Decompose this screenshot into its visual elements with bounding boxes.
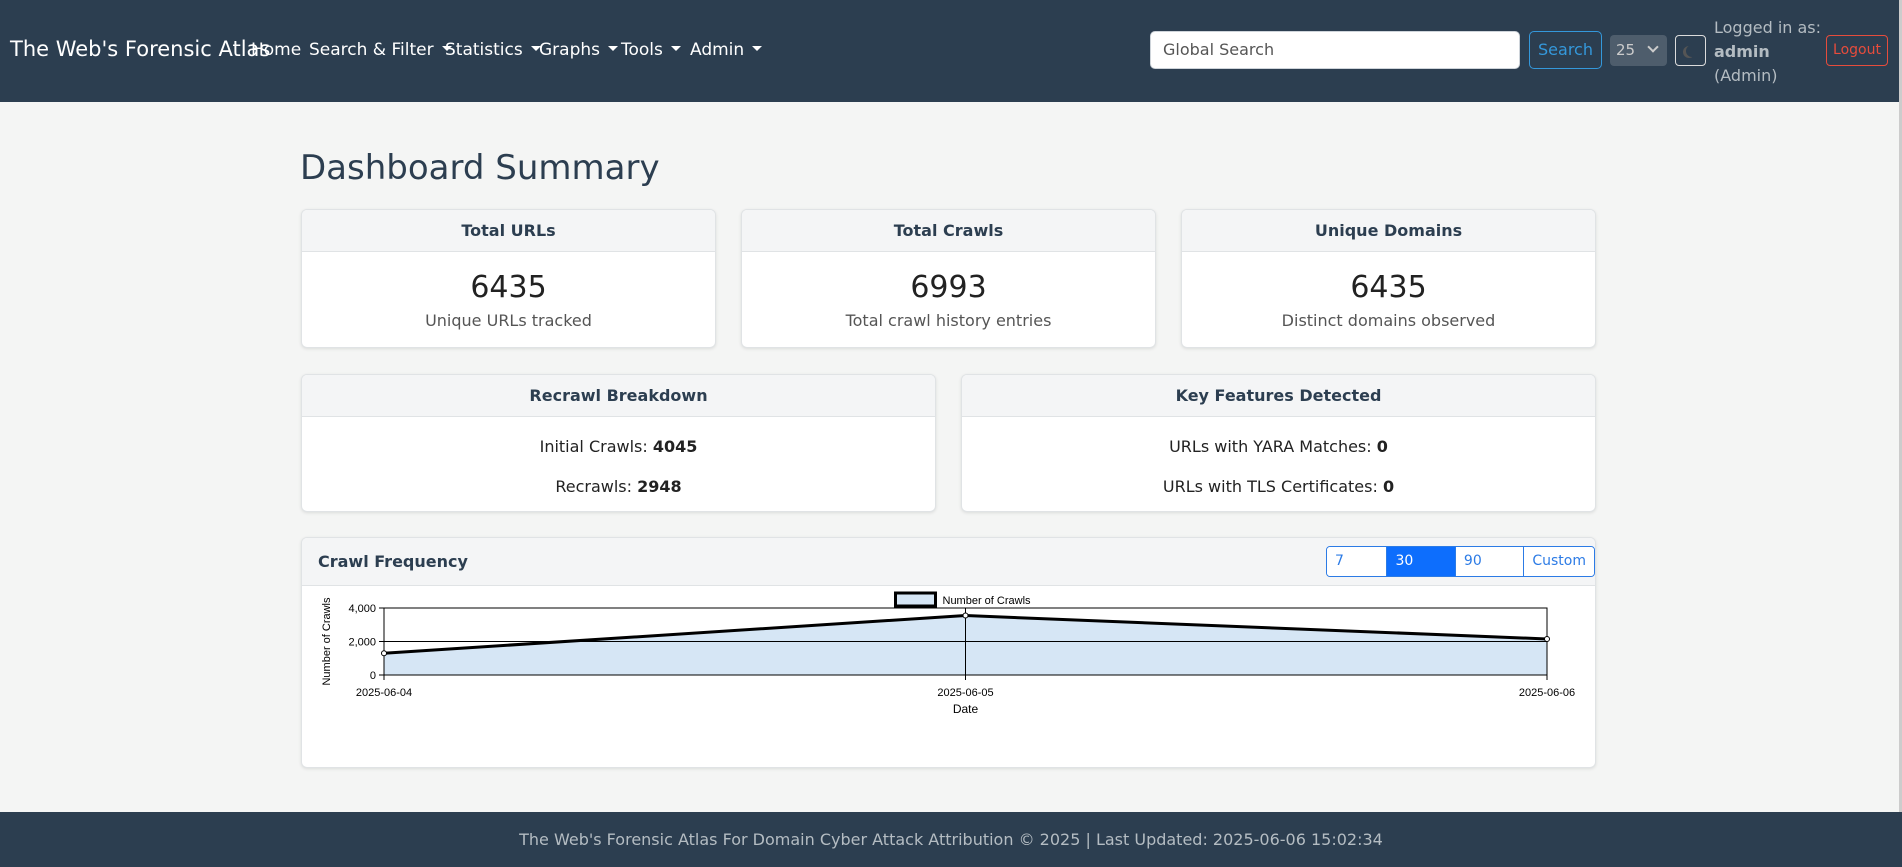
initial-crawls-row: Initial Crawls: 4045 bbox=[302, 437, 935, 456]
key-features-card: Key Features Detected URLs with YARA Mat… bbox=[961, 374, 1596, 512]
logged-in-label: Logged in as: bbox=[1714, 18, 1822, 37]
features-card-title: Key Features Detected bbox=[962, 375, 1595, 417]
y-axis-label: Number of Crawls bbox=[321, 597, 333, 686]
stat-card-total-crawls: Total Crawls 6993 Total crawl history en… bbox=[741, 209, 1156, 348]
y-tick-label: 4,000 bbox=[348, 603, 376, 615]
data-point bbox=[1544, 635, 1550, 642]
stat-card-unique-domains: Unique Domains 6435 Distinct domains obs… bbox=[1181, 209, 1596, 348]
page-title: Dashboard Summary bbox=[300, 148, 660, 188]
caret-down-icon bbox=[752, 46, 763, 51]
caret-down-icon bbox=[441, 46, 452, 51]
user-info: Logged in as: admin (Admin) bbox=[1714, 16, 1821, 88]
nav-home[interactable]: Home bbox=[251, 40, 301, 60]
nav-search-filter[interactable]: Search & Filter bbox=[309, 40, 452, 60]
caret-down-icon bbox=[608, 46, 619, 51]
data-point bbox=[962, 612, 969, 619]
stat-card-title: Total URLs bbox=[302, 210, 715, 252]
tls-label: URLs with TLS Certificates: bbox=[1162, 477, 1378, 496]
range-custom-button[interactable]: Custom bbox=[1524, 547, 1594, 576]
nav-statistics-label: Statistics bbox=[445, 40, 523, 60]
per-page-select[interactable]: 25 bbox=[1610, 35, 1667, 66]
brand-link[interactable]: The Web's Forensic Atlas bbox=[10, 37, 271, 61]
nav-graphs-label: Graphs bbox=[539, 40, 601, 60]
stat-card-title: Unique Domains bbox=[1182, 210, 1595, 252]
stat-subtitle: Total crawl history entries bbox=[845, 311, 1052, 330]
x-tick-label: 2025-06-05 bbox=[937, 687, 993, 699]
stat-value: 6993 bbox=[910, 270, 987, 305]
crawl-frequency-card: Crawl Frequency 7 Days 30 Days 90 Days C… bbox=[301, 537, 1596, 768]
stat-value: 6435 bbox=[470, 270, 547, 305]
nav-graphs[interactable]: Graphs bbox=[539, 40, 619, 60]
yara-row: URLs with YARA Matches: 0 bbox=[962, 437, 1595, 456]
page-scrollbar[interactable] bbox=[1899, 0, 1902, 867]
stat-subtitle: Distinct domains observed bbox=[1281, 311, 1496, 330]
nav-tools-label: Tools bbox=[621, 40, 663, 60]
chart-card-title: Crawl Frequency bbox=[318, 552, 468, 571]
recrawl-breakdown-card: Recrawl Breakdown Initial Crawls: 4045 R… bbox=[301, 374, 936, 512]
stat-card-total-urls: Total URLs 6435 Unique URLs tracked bbox=[301, 209, 716, 348]
username: admin bbox=[1714, 42, 1770, 61]
per-page-value: 25 bbox=[1616, 41, 1636, 59]
page-footer: The Web's Forensic Atlas For Domain Cybe… bbox=[0, 812, 1902, 867]
tls-row: URLs with TLS Certificates: 0 bbox=[962, 477, 1595, 496]
tls-value: 0 bbox=[1382, 477, 1395, 496]
nav-tools[interactable]: Tools bbox=[621, 40, 681, 60]
initial-crawls-label: Initial Crawls: bbox=[539, 437, 648, 456]
range-button-group: 7 Days 30 Days 90 Days Custom bbox=[1326, 546, 1595, 577]
chevron-down-icon bbox=[1647, 41, 1659, 53]
stat-subtitle: Unique URLs tracked bbox=[425, 311, 592, 330]
logout-button[interactable]: Logout bbox=[1826, 35, 1888, 66]
theme-toggle-button[interactable] bbox=[1675, 35, 1706, 66]
data-point bbox=[381, 650, 387, 657]
legend-swatch bbox=[894, 591, 937, 608]
stat-value: 6435 bbox=[1350, 270, 1427, 305]
search-button[interactable]: Search bbox=[1529, 31, 1602, 69]
global-search-input[interactable]: Global Search bbox=[1150, 31, 1520, 69]
global-search-placeholder: Global Search bbox=[1163, 40, 1275, 59]
recrawls-value: 2948 bbox=[637, 477, 682, 496]
range-30-days-button[interactable]: 30 Days bbox=[1387, 547, 1456, 576]
stat-card-title: Total Crawls bbox=[742, 210, 1155, 252]
range-7-days-button[interactable]: 7 Days bbox=[1327, 547, 1388, 576]
y-tick-label: 0 bbox=[370, 670, 376, 682]
x-tick-label: 2025-06-04 bbox=[356, 687, 412, 699]
recrawls-row: Recrawls: 2948 bbox=[302, 477, 935, 496]
y-tick-label: 2,000 bbox=[348, 637, 376, 649]
recrawls-label: Recrawls: bbox=[555, 477, 633, 496]
x-axis-label: Date bbox=[953, 702, 979, 716]
chart-card-header: Crawl Frequency 7 Days 30 Days 90 Days C… bbox=[302, 538, 1595, 586]
caret-down-icon bbox=[530, 46, 541, 51]
initial-crawls-value: 4045 bbox=[652, 437, 698, 456]
x-tick-label: 2025-06-06 bbox=[1519, 687, 1575, 699]
recrawl-card-title: Recrawl Breakdown bbox=[302, 375, 935, 417]
user-role: (Admin) bbox=[1714, 66, 1778, 85]
nav-home-label: Home bbox=[251, 40, 302, 60]
yara-label: URLs with YARA Matches: bbox=[1169, 437, 1372, 456]
range-90-days-button[interactable]: 90 Days bbox=[1455, 547, 1525, 576]
legend-label: Number of Crawls bbox=[943, 595, 1032, 607]
nav-search-filter-label: Search & Filter bbox=[309, 40, 434, 60]
caret-down-icon bbox=[670, 46, 681, 51]
moon-icon bbox=[1686, 45, 1698, 57]
crawl-frequency-chart: 0 2,000 4,000 2025-06-04 2025-06-05 2025-06-0… bbox=[321, 591, 1575, 716]
nav-statistics[interactable]: Statistics bbox=[445, 40, 541, 60]
top-navbar: The Web's Forensic Atlas Home Search & F… bbox=[0, 0, 1902, 102]
nav-admin[interactable]: Admin bbox=[690, 40, 763, 60]
yara-value: 0 bbox=[1376, 437, 1388, 456]
nav-admin-label: Admin bbox=[690, 40, 745, 60]
